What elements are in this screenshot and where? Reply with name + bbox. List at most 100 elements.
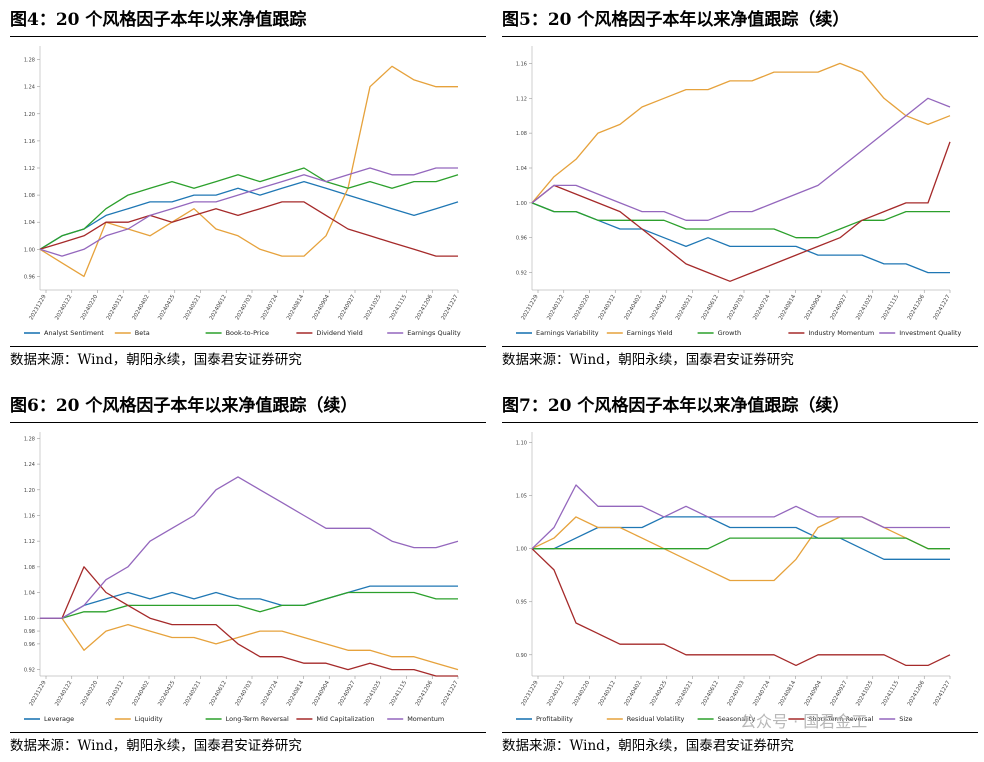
x-tick-label: 20240521 xyxy=(183,294,202,321)
x-tick-label: 20240927 xyxy=(338,680,357,708)
y-tick-label: 1.00 xyxy=(516,201,527,207)
y-tick-label: 1.24 xyxy=(24,462,35,468)
x-tick-label: 20240312 xyxy=(598,680,617,707)
legend-label: Residual Volatility xyxy=(627,715,685,723)
line-chart-fig7: 0.90 0.95 1.00 1.05 1.10 20231229 20240122 2024… xyxy=(516,432,952,723)
x-tick-label: 20241206 xyxy=(907,680,926,708)
source-rule xyxy=(502,346,978,347)
x-tick-label: 20240724 xyxy=(260,680,279,708)
x-tick-label: 20241025 xyxy=(363,294,382,322)
chart-title: 图5：20 个风格因子本年以来净值跟踪（续） xyxy=(502,10,850,30)
chart-panel-fig6: 图6：20 个风格因子本年以来净值跟踪（续） 0.92 0.96 0.98 1.00 1… xyxy=(10,392,486,762)
line-chart-fig5: 0.92 0.96 1.00 1.04 1.08 1.12 1.16 20231229 2024… xyxy=(516,46,961,337)
x-tick-label: 20241206 xyxy=(907,294,926,322)
x-tick-label: 20241115 xyxy=(389,294,408,322)
source-rule xyxy=(502,732,978,733)
chart-panel-fig4: 图4：20 个风格因子本年以来净值跟踪 0.96 1.00 1.04 1.08 1.12… xyxy=(10,6,486,376)
title-rule xyxy=(502,422,978,423)
x-tick-label: 20241025 xyxy=(855,680,874,708)
x-tick-label: 20240612 xyxy=(209,680,228,707)
series-line xyxy=(39,167,459,250)
x-tick-label: 20240814 xyxy=(778,680,797,708)
x-tick-label: 20241115 xyxy=(881,294,900,322)
x-tick-label: 20240521 xyxy=(675,294,694,321)
y-tick-label: 1.08 xyxy=(24,565,35,571)
x-tick-label: 20241025 xyxy=(855,294,874,322)
legend-label: Industry Momentum xyxy=(808,329,874,337)
source-rule xyxy=(10,346,486,347)
y-tick-label: 1.20 xyxy=(24,488,35,494)
chart-panel-fig5: 图5：20 个风格因子本年以来净值跟踪（续） 0.92 0.96 1.00 1.04 1… xyxy=(502,6,978,376)
y-tick-label: 1.05 xyxy=(516,494,527,500)
title-rule xyxy=(502,36,978,37)
y-tick-label: 0.98 xyxy=(24,629,35,635)
y-tick-label: 1.08 xyxy=(24,193,35,199)
legend-label: Size xyxy=(899,715,912,723)
x-tick-label: 20241227 xyxy=(933,294,952,322)
x-tick-label: 20241115 xyxy=(389,680,408,708)
legend-label: Growth xyxy=(718,329,742,337)
x-tick-label: 20241025 xyxy=(363,680,382,708)
series-line xyxy=(531,202,950,274)
data-source-note: 数据来源：Wind，朝阳永续，国泰君安证券研究 xyxy=(10,738,302,754)
data-source-note: 数据来源：Wind，朝阳永续，国泰君安证券研究 xyxy=(502,738,794,754)
x-tick-label: 20240312 xyxy=(106,294,125,321)
y-tick-label: 1.20 xyxy=(24,112,35,118)
y-tick-label: 1.16 xyxy=(516,61,527,67)
x-tick-label: 20240904 xyxy=(312,680,331,708)
source-rule xyxy=(10,732,486,733)
x-tick-label: 20240402 xyxy=(624,680,643,707)
legend-label: Earnings Yield xyxy=(627,329,673,337)
x-tick-label: 20241227 xyxy=(441,680,460,708)
y-tick-label: 0.92 xyxy=(516,271,527,277)
x-tick-label: 20240122 xyxy=(546,680,565,707)
series-line xyxy=(531,202,950,239)
x-tick-label: 20240703 xyxy=(235,680,254,708)
x-tick-label: 20240402 xyxy=(132,294,151,321)
y-tick-label: 1.24 xyxy=(24,85,35,91)
chart-title: 图7：20 个风格因子本年以来净值跟踪（续） xyxy=(502,396,850,416)
y-tick-label: 1.04 xyxy=(516,166,527,172)
x-tick-label: 20240122 xyxy=(54,294,73,321)
x-tick-label: 20231229 xyxy=(29,680,48,708)
y-tick-label: 1.12 xyxy=(24,539,35,545)
x-tick-label: 20240927 xyxy=(830,294,849,322)
x-tick-label: 20240814 xyxy=(286,680,305,708)
legend-label: Momentum xyxy=(407,715,444,723)
x-tick-label: 20240814 xyxy=(286,294,305,322)
y-tick-label: 1.04 xyxy=(24,220,35,226)
x-tick-label: 20240521 xyxy=(675,680,694,707)
x-tick-label: 20240904 xyxy=(312,294,331,322)
x-tick-label: 20241227 xyxy=(441,294,460,322)
line-chart-fig6: 0.92 0.96 0.98 1.00 1.04 1.08 1.12 1.16 1.20 1.24… xyxy=(24,432,460,723)
x-tick-label: 20231229 xyxy=(521,680,540,708)
y-tick-label: 0.96 xyxy=(24,642,35,648)
x-tick-label: 20240703 xyxy=(727,294,746,322)
x-tick-label: 20240312 xyxy=(106,680,125,707)
series-line xyxy=(40,476,459,619)
y-tick-label: 1.28 xyxy=(24,58,35,64)
x-tick-label: 20240122 xyxy=(54,680,73,707)
legend-label: Earnings Quality xyxy=(407,329,461,337)
chart-title: 图4：20 个风格因子本年以来净值跟踪 xyxy=(10,10,307,30)
y-tick-label: 1.12 xyxy=(24,166,35,172)
series-line xyxy=(531,62,951,204)
data-source-note: 数据来源：Wind，朝阳永续，国泰君安证券研究 xyxy=(502,352,794,368)
legend-label: Earnings Variability xyxy=(536,329,599,337)
legend-label: Long-Term Reversal xyxy=(226,715,289,723)
x-tick-label: 20241115 xyxy=(881,680,900,708)
x-tick-label: 20240703 xyxy=(235,294,254,322)
series-line xyxy=(39,65,458,278)
y-tick-label: 1.16 xyxy=(24,513,35,519)
y-tick-label: 1.04 xyxy=(24,591,35,597)
x-tick-label: 20240904 xyxy=(804,680,823,708)
legend-label: Dividend Yield xyxy=(316,329,362,337)
y-tick-label: 1.00 xyxy=(516,547,527,553)
data-source-note: 数据来源：Wind，朝阳永续，国泰君安证券研究 xyxy=(10,352,302,368)
x-tick-label: 20240521 xyxy=(183,680,202,707)
legend-label: Book-to-Price xyxy=(226,329,269,337)
x-tick-label: 20240425 xyxy=(157,294,176,322)
x-tick-label: 20240814 xyxy=(778,294,797,322)
x-tick-label: 20240927 xyxy=(338,294,357,322)
series-line xyxy=(39,201,458,257)
